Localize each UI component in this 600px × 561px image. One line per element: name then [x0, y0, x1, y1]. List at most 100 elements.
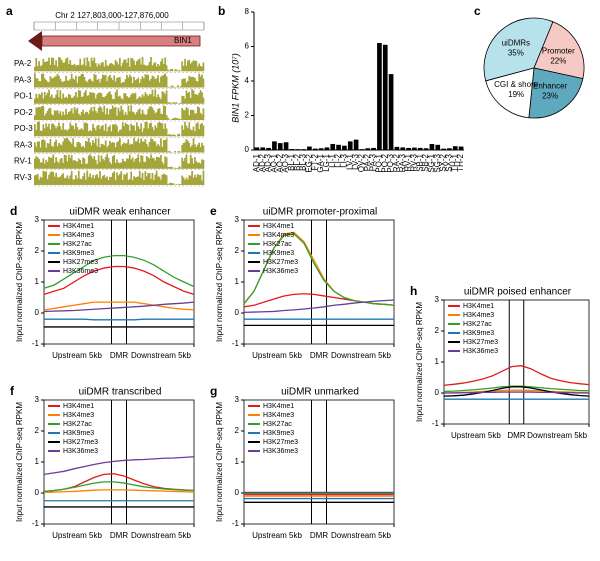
- svg-text:-1: -1: [32, 519, 40, 528]
- svg-text:0: 0: [35, 488, 40, 497]
- svg-text:2: 2: [235, 426, 240, 435]
- svg-text:2: 2: [35, 426, 40, 435]
- svg-text:2: 2: [35, 246, 40, 255]
- svg-text:Upstream 5kb: Upstream 5kb: [252, 351, 302, 360]
- svg-text:H3K4me1: H3K4me1: [263, 223, 294, 230]
- svg-text:2: 2: [435, 326, 440, 335]
- svg-text:35%: 35%: [508, 48, 524, 57]
- panel-h-legend: H3K4me1H3K4me3H3K27acH3K9me3H3K27me3H3K3…: [448, 303, 498, 355]
- svg-text:22%: 22%: [550, 56, 566, 65]
- svg-text:2: 2: [235, 246, 240, 255]
- svg-text:23%: 23%: [542, 91, 558, 100]
- svg-text:H3K36me3: H3K36me3: [463, 348, 498, 355]
- svg-text:H3K27me3: H3K27me3: [263, 439, 298, 446]
- svg-text:PA-2: PA-2: [14, 59, 32, 68]
- svg-text:H3K27me3: H3K27me3: [463, 339, 498, 346]
- svg-text:H3K27ac: H3K27ac: [63, 241, 92, 248]
- svg-text:19%: 19%: [508, 90, 524, 99]
- figure-root: a Chr 2 127,803,000-127,876,000 BIN1 PA-…: [0, 0, 600, 561]
- svg-text:H3K27me3: H3K27me3: [63, 439, 98, 446]
- svg-text:Downstream 5kb: Downstream 5kb: [331, 351, 392, 360]
- svg-text:H3K27ac: H3K27ac: [63, 421, 92, 428]
- svg-text:3: 3: [235, 395, 240, 404]
- svg-text:H3K4me3: H3K4me3: [263, 232, 294, 239]
- svg-text:H3K27ac: H3K27ac: [263, 421, 292, 428]
- svg-text:3: 3: [35, 395, 40, 404]
- svg-text:3: 3: [35, 215, 40, 224]
- svg-text:RV-1: RV-1: [14, 157, 32, 166]
- chip-panels-svg: duiDMR weak enhancer-10123Input normaliz…: [0, 200, 600, 560]
- svg-text:0: 0: [245, 145, 250, 154]
- svg-text:0: 0: [235, 488, 240, 497]
- svg-text:CGI & shore: CGI & shore: [494, 80, 539, 89]
- svg-text:H3K4me1: H3K4me1: [63, 223, 94, 230]
- svg-text:Downstream 5kb: Downstream 5kb: [131, 351, 192, 360]
- panel-h-title: uiDMR poised enhancer: [464, 287, 572, 298]
- panel-b: 02468BIN1 FPKM (10⁷)AD-1AD-2AD-3AO-1AO-2…: [226, 6, 468, 190]
- svg-text:H3K4me3: H3K4me3: [63, 412, 94, 419]
- svg-text:H3K4me3: H3K4me3: [463, 312, 494, 319]
- svg-text:H3K4me1: H3K4me1: [63, 403, 94, 410]
- panel-a-gene-label: BIN1: [174, 36, 192, 45]
- svg-text:DMR: DMR: [310, 531, 328, 540]
- panel-c: uiDMRs35% Promoter22% Enhancer23%CGI & sho…: [472, 6, 596, 136]
- panel-g-legend: H3K4me1H3K4me3H3K27acH3K9me3H3K27me3H3K3…: [248, 403, 298, 455]
- svg-text:RA-3: RA-3: [14, 140, 33, 149]
- panel-f-label: f: [10, 384, 15, 398]
- svg-text:3: 3: [435, 295, 440, 304]
- svg-text:uiDMRs: uiDMRs: [502, 38, 530, 47]
- svg-text:Input normalized ChIP-seq RPKM: Input normalized ChIP-seq RPKM: [15, 222, 24, 342]
- svg-text:PA-3: PA-3: [14, 75, 32, 84]
- svg-text:-1: -1: [32, 339, 40, 348]
- panel-e-title: uiDMR promoter-proximal: [263, 207, 377, 218]
- svg-text:Upstream 5kb: Upstream 5kb: [451, 431, 501, 440]
- svg-text:H3K9me3: H3K9me3: [463, 330, 494, 337]
- svg-text:H3K4me3: H3K4me3: [63, 232, 94, 239]
- panel-b-label: b: [218, 4, 225, 18]
- panel-a: Chr 2 127,803,000-127,876,000 BIN1 PA-2 P…: [14, 6, 210, 190]
- svg-text:Input normalized ChIP-seq RPKM: Input normalized ChIP-seq RPKM: [215, 222, 224, 342]
- svg-text:DMR: DMR: [507, 431, 525, 440]
- svg-text:4: 4: [245, 76, 250, 85]
- svg-text:H3K9me3: H3K9me3: [263, 250, 294, 257]
- panel-g-label: g: [210, 384, 217, 398]
- svg-text:1: 1: [235, 277, 240, 286]
- panel-d-legend: H3K4me1H3K4me3H3K27acH3K9me3H3K27me3H3K3…: [48, 223, 98, 275]
- svg-text:Downstream 5kb: Downstream 5kb: [331, 531, 392, 540]
- svg-text:3: 3: [235, 215, 240, 224]
- svg-text:-1: -1: [232, 519, 240, 528]
- svg-text:Upstream 5kb: Upstream 5kb: [52, 531, 102, 540]
- svg-text:0: 0: [435, 388, 440, 397]
- svg-text:1: 1: [35, 277, 40, 286]
- svg-text:Upstream 5kb: Upstream 5kb: [252, 531, 302, 540]
- svg-text:H3K9me3: H3K9me3: [63, 430, 94, 437]
- svg-text:H3K36me3: H3K36me3: [63, 448, 98, 455]
- panel-f-legend: H3K4me1 H3K4me3 H3K27ac H3K9me3 H3K27me3 H3K3…: [48, 403, 98, 455]
- panel-a-tracks: PA-2PA-3PO-1PO-2PO-3RA-3RV-1RV-3: [14, 57, 204, 186]
- panel-e-label: e: [210, 204, 217, 218]
- svg-text:1: 1: [35, 457, 40, 466]
- svg-text:-1: -1: [232, 339, 240, 348]
- panel-g-title: uiDMR unmarked: [281, 387, 359, 398]
- svg-text:0: 0: [235, 308, 240, 317]
- svg-text:Input normalized ChIP-seq RPKM: Input normalized ChIP-seq RPKM: [15, 402, 24, 522]
- svg-text:-1: -1: [432, 419, 440, 428]
- svg-text:PO-3: PO-3: [14, 124, 33, 133]
- svg-text:Enhancer: Enhancer: [533, 81, 568, 90]
- chip-panels: duiDMR weak enhancer-10123Input normaliz…: [0, 200, 600, 560]
- svg-text:H3K36me3: H3K36me3: [263, 268, 298, 275]
- panel-a-title: Chr 2 127,803,000-127,876,000: [55, 11, 169, 20]
- svg-text:8: 8: [245, 7, 250, 16]
- panel-a-scale-ticks: [34, 22, 204, 30]
- svg-text:Promoter: Promoter: [542, 46, 575, 55]
- svg-text:H3K27ac: H3K27ac: [263, 241, 292, 248]
- svg-text:H3K9me3: H3K9me3: [63, 250, 94, 257]
- svg-text:1: 1: [235, 457, 240, 466]
- svg-text:DMR: DMR: [310, 351, 328, 360]
- panel-f-title: uiDMR transcribed: [79, 387, 162, 398]
- svg-text:DMR: DMR: [110, 351, 128, 360]
- svg-text:H3K27me3: H3K27me3: [263, 259, 298, 266]
- svg-text:6: 6: [245, 42, 250, 51]
- svg-text:BIN1 FPKM (10⁷): BIN1 FPKM (10⁷): [230, 53, 240, 122]
- svg-text:DMR: DMR: [110, 531, 128, 540]
